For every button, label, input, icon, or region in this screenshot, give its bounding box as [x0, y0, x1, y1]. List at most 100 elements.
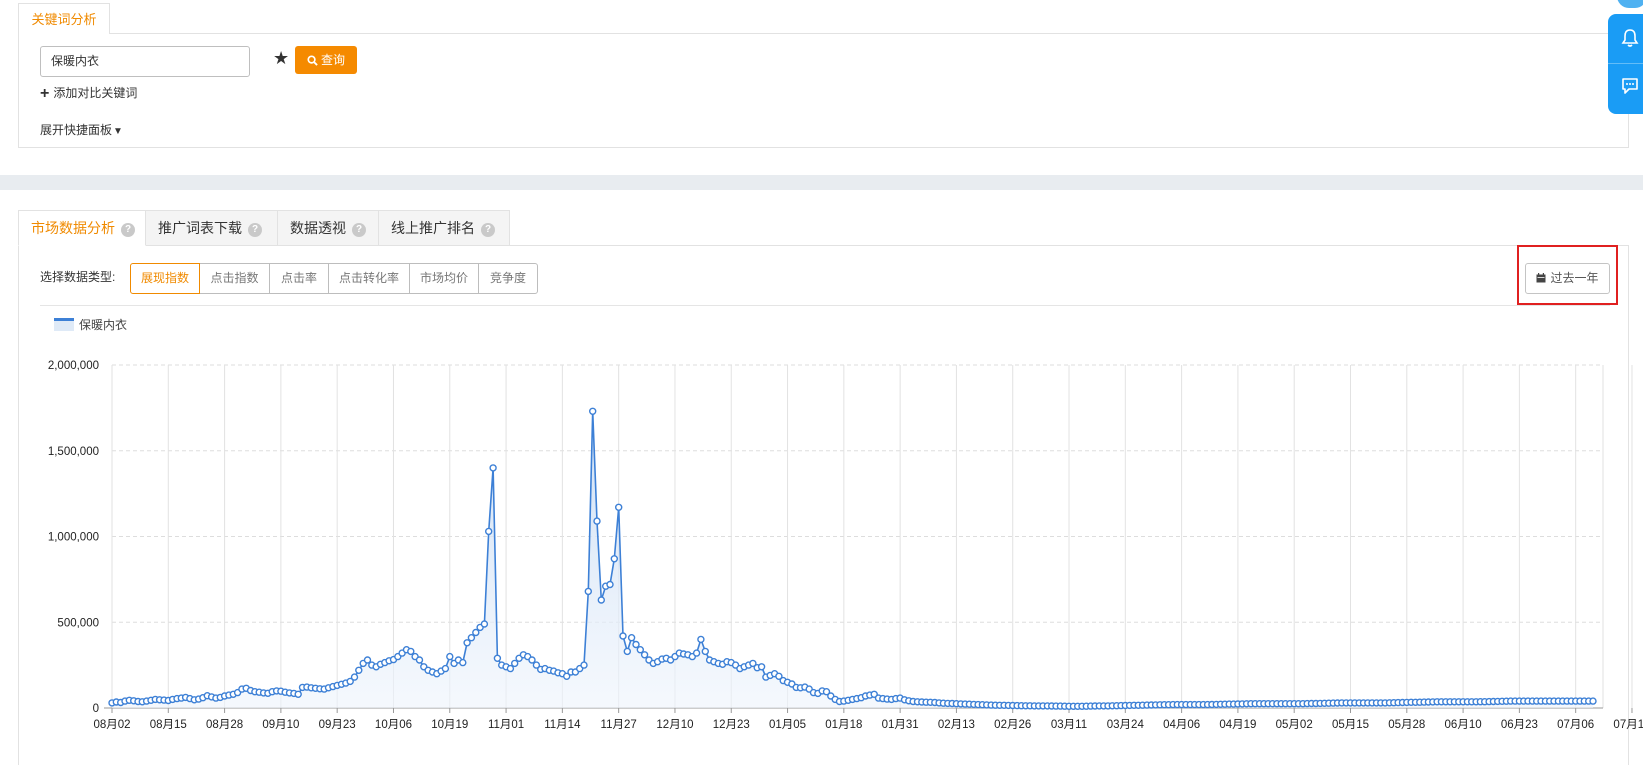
tab-data-pivot[interactable]: 数据透视?: [277, 210, 379, 246]
tab-market-data-analysis[interactable]: 市场数据分析?: [18, 210, 146, 246]
legend-label: 保暖内衣: [79, 318, 128, 332]
data-type-conversion-rate[interactable]: 点击转化率: [328, 263, 410, 294]
legend-swatch: [54, 318, 74, 331]
x-tick-label: 04月19: [1219, 719, 1256, 731]
x-tick-label: 11月27: [601, 719, 637, 731]
x-tick-label: 02月26: [994, 719, 1031, 731]
search-panel: [18, 33, 1629, 148]
y-tick-label: 2,000,000: [48, 360, 99, 372]
x-tick-label: 03月11: [1051, 719, 1087, 731]
floating-toolbar: [1608, 14, 1643, 114]
data-point: [606, 580, 614, 589]
float-widget-top: [1617, 0, 1643, 8]
chart-legend: 保暖内衣: [54, 316, 127, 333]
data-point: [775, 672, 783, 680]
x-tick-label: 07月19: [1613, 719, 1643, 731]
data-point: [532, 661, 541, 669]
data-point: [350, 673, 359, 681]
tab-label: 数据透视: [290, 220, 346, 236]
data-point: [757, 663, 766, 671]
data-point: [485, 527, 493, 536]
help-icon[interactable]: ?: [352, 223, 366, 237]
data-point: [467, 634, 476, 642]
data-point: [480, 620, 489, 628]
data-point: [407, 647, 415, 656]
tab-keyword-list-download[interactable]: 推广词表下载?: [145, 210, 278, 246]
tab-label: 推广词表下载: [158, 220, 242, 236]
y-tick-label: 0: [93, 703, 99, 715]
data-point: [493, 654, 502, 662]
add-compare-keyword-link[interactable]: + 添加对比关键词: [40, 84, 137, 103]
data-type-ctr[interactable]: 点击率: [269, 263, 329, 294]
data-point: [822, 688, 831, 696]
tab-label: 线上推广排名: [391, 220, 475, 236]
calendar-icon: [1536, 273, 1546, 283]
data-point: [346, 677, 354, 686]
x-tick-label: 04月06: [1163, 719, 1200, 731]
data-point: [528, 656, 536, 664]
x-tick-label: 05月02: [1276, 719, 1313, 731]
expand-panel-label: 展开快捷面板: [40, 123, 113, 137]
trend-chart: 2,000,000 1,500,000 1,000,000 500,000 0 08月02…: [48, 360, 1643, 731]
data-point: [640, 651, 649, 659]
data-point: [701, 647, 709, 656]
x-tick-label: 02月13: [938, 719, 975, 731]
data-point: [589, 407, 597, 416]
data-point: [489, 464, 497, 472]
data-point: [623, 647, 631, 656]
search-icon: [307, 55, 318, 66]
x-tick-label: 08月28: [206, 719, 243, 731]
chat-icon[interactable]: [1621, 77, 1639, 95]
x-tick-label: 08月02: [93, 719, 130, 731]
section-separator: [0, 175, 1643, 190]
data-point: [580, 661, 588, 669]
x-tick-label: 08月15: [150, 719, 187, 731]
x-tick-label: 06月10: [1445, 719, 1482, 731]
tab-online-promotion-rank[interactable]: 线上推广排名?: [378, 210, 510, 246]
query-label: 查询: [320, 53, 345, 67]
help-icon[interactable]: ?: [121, 223, 135, 237]
keyword-input[interactable]: 保暖内衣: [40, 46, 250, 77]
data-type-click-index[interactable]: 点击指数: [199, 263, 270, 294]
highlight-box: [1517, 245, 1618, 305]
data-point: [697, 635, 705, 644]
data-point: [627, 634, 636, 642]
y-tick-label: 1,500,000: [48, 446, 99, 458]
data-type-selector: 展现指数 点击指数 点击率 点击转化率 市场均价 竞争度: [130, 263, 538, 294]
data-point: [415, 656, 424, 664]
x-tick-label: 06月23: [1501, 719, 1538, 731]
caret-down-icon: ▼: [113, 126, 123, 137]
data-point: [632, 640, 640, 649]
help-icon[interactable]: ?: [481, 223, 495, 237]
help-icon[interactable]: ?: [248, 223, 262, 237]
data-point: [459, 658, 467, 667]
plus-icon: +: [40, 85, 50, 102]
data-type-label: 选择数据类型:: [40, 270, 116, 284]
query-button[interactable]: 查询: [295, 46, 357, 74]
date-range-button[interactable]: 过去一年: [1525, 263, 1610, 294]
data-point: [294, 690, 302, 698]
series-line: [111, 411, 1593, 708]
x-tick-label: 09月23: [319, 719, 356, 731]
x-tick-label: 10月06: [375, 719, 412, 731]
y-tick-label: 1,000,000: [48, 532, 99, 544]
data-point: [1589, 697, 1597, 705]
x-tick-label: 05月28: [1388, 719, 1425, 731]
x-tick-label: 05月15: [1332, 719, 1369, 731]
x-tick-label: 01月05: [769, 719, 806, 731]
series-area: [112, 411, 1593, 708]
x-tick-label: 09月10: [262, 719, 299, 731]
market-data-panel: [18, 245, 1629, 765]
data-point: [584, 587, 592, 596]
data-point: [463, 639, 471, 647]
bell-icon[interactable]: [1621, 28, 1639, 48]
data-type-avg-price[interactable]: 市场均价: [409, 263, 479, 294]
data-point: [619, 632, 627, 640]
data-type-impression-index[interactable]: 展现指数: [130, 263, 200, 294]
expand-quick-panel-toggle[interactable]: 展开快捷面板▼: [40, 121, 123, 138]
tab-keyword-analysis[interactable]: 关键词分析: [18, 3, 110, 34]
data-type-competition[interactable]: 竞争度: [478, 263, 538, 294]
x-tick-label: 01月31: [882, 719, 919, 731]
x-tick-label: 12月10: [656, 719, 693, 731]
star-icon[interactable]: ★: [273, 48, 290, 68]
